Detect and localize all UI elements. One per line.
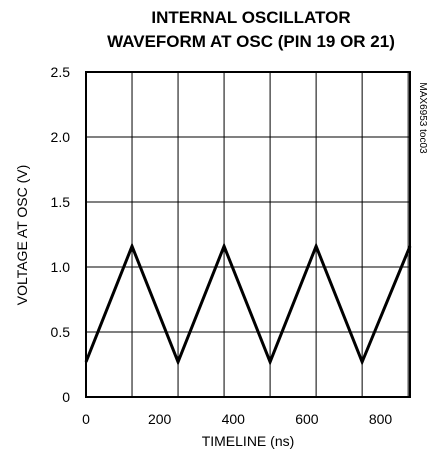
y-tick-label: 0.5 — [51, 324, 71, 340]
plot-frame — [86, 72, 410, 397]
series-line — [86, 246, 410, 362]
chart-title-line-1: INTERNAL OSCILLATOR — [151, 8, 350, 27]
chart-code-annotation: MAX6953 toc03 — [417, 82, 428, 154]
y-tick-label: 1.5 — [51, 194, 71, 210]
grid — [86, 72, 410, 397]
x-tick-label: 0 — [82, 411, 90, 427]
y-tick-label: 2.0 — [51, 129, 71, 145]
chart-title-line-2: WAVEFORM AT OSC (PIN 19 OR 21) — [107, 32, 395, 51]
x-axis-label: TIMELINE (ns) — [202, 433, 295, 449]
y-tick-label: 0 — [62, 389, 70, 405]
y-tick-label: 1.0 — [51, 259, 71, 275]
x-tick-label: 600 — [295, 411, 319, 427]
x-tick-label: 200 — [148, 411, 172, 427]
x-tick-label: 800 — [369, 411, 393, 427]
x-tick-label: 400 — [222, 411, 246, 427]
y-tick-labels: 0 0.5 1.0 1.5 2.0 2.5 — [51, 64, 71, 405]
y-tick-label: 2.5 — [51, 64, 71, 80]
series-layer — [86, 246, 410, 362]
x-tick-labels: 0 200 400 600 800 — [82, 411, 392, 427]
y-axis-label: VOLTAGE AT OSC (V) — [14, 165, 30, 306]
